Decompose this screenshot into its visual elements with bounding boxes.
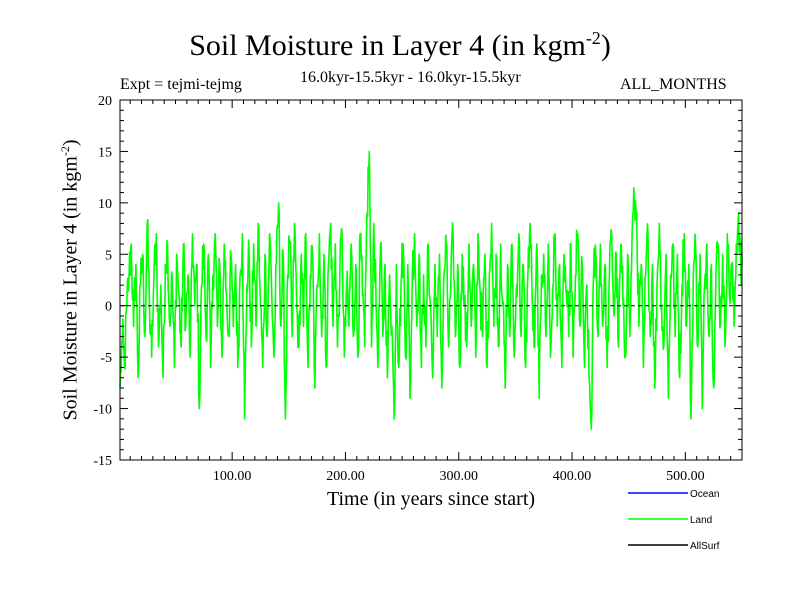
x-tick-label: 100.00 xyxy=(213,469,252,484)
legend-item-allsurf: AllSurf xyxy=(628,541,720,552)
chart-title: Soil Moisture in Layer 4 (in kgm-2) xyxy=(189,28,611,62)
legend-label: Land xyxy=(690,515,712,526)
x-axis-label: Time (in years since start) xyxy=(326,488,536,510)
y-tick-label: 15 xyxy=(98,145,112,160)
y-tick-label: 10 xyxy=(98,197,112,212)
legend-label: AllSurf xyxy=(690,541,720,552)
plot-frame xyxy=(119,99,743,461)
y-tick-label: -10 xyxy=(93,403,112,418)
x-tick-label: 500.00 xyxy=(666,469,705,484)
y-tick-label: -15 xyxy=(93,454,112,469)
x-tick-label: 200.00 xyxy=(326,469,365,484)
y-tick-label: 5 xyxy=(105,248,112,263)
legend-item-ocean: Ocean xyxy=(628,489,719,500)
legend-label: Ocean xyxy=(690,489,719,500)
legend-item-land: Land xyxy=(628,515,712,526)
months-label: ALL_MONTHS xyxy=(620,76,727,93)
y-tick-label: 20 xyxy=(98,94,112,109)
x-tick-label: 400.00 xyxy=(553,469,592,484)
experiment-label: Expt = tejmi-tejmg xyxy=(120,76,242,93)
series-line-land xyxy=(119,150,743,430)
period-label: 16.0kyr-15.5kyr - 16.0kyr-15.5kyr xyxy=(300,69,521,86)
y-tick-label: 0 xyxy=(105,300,112,315)
x-tick-label: 300.00 xyxy=(440,469,479,484)
y-tick-label: -5 xyxy=(100,351,112,366)
